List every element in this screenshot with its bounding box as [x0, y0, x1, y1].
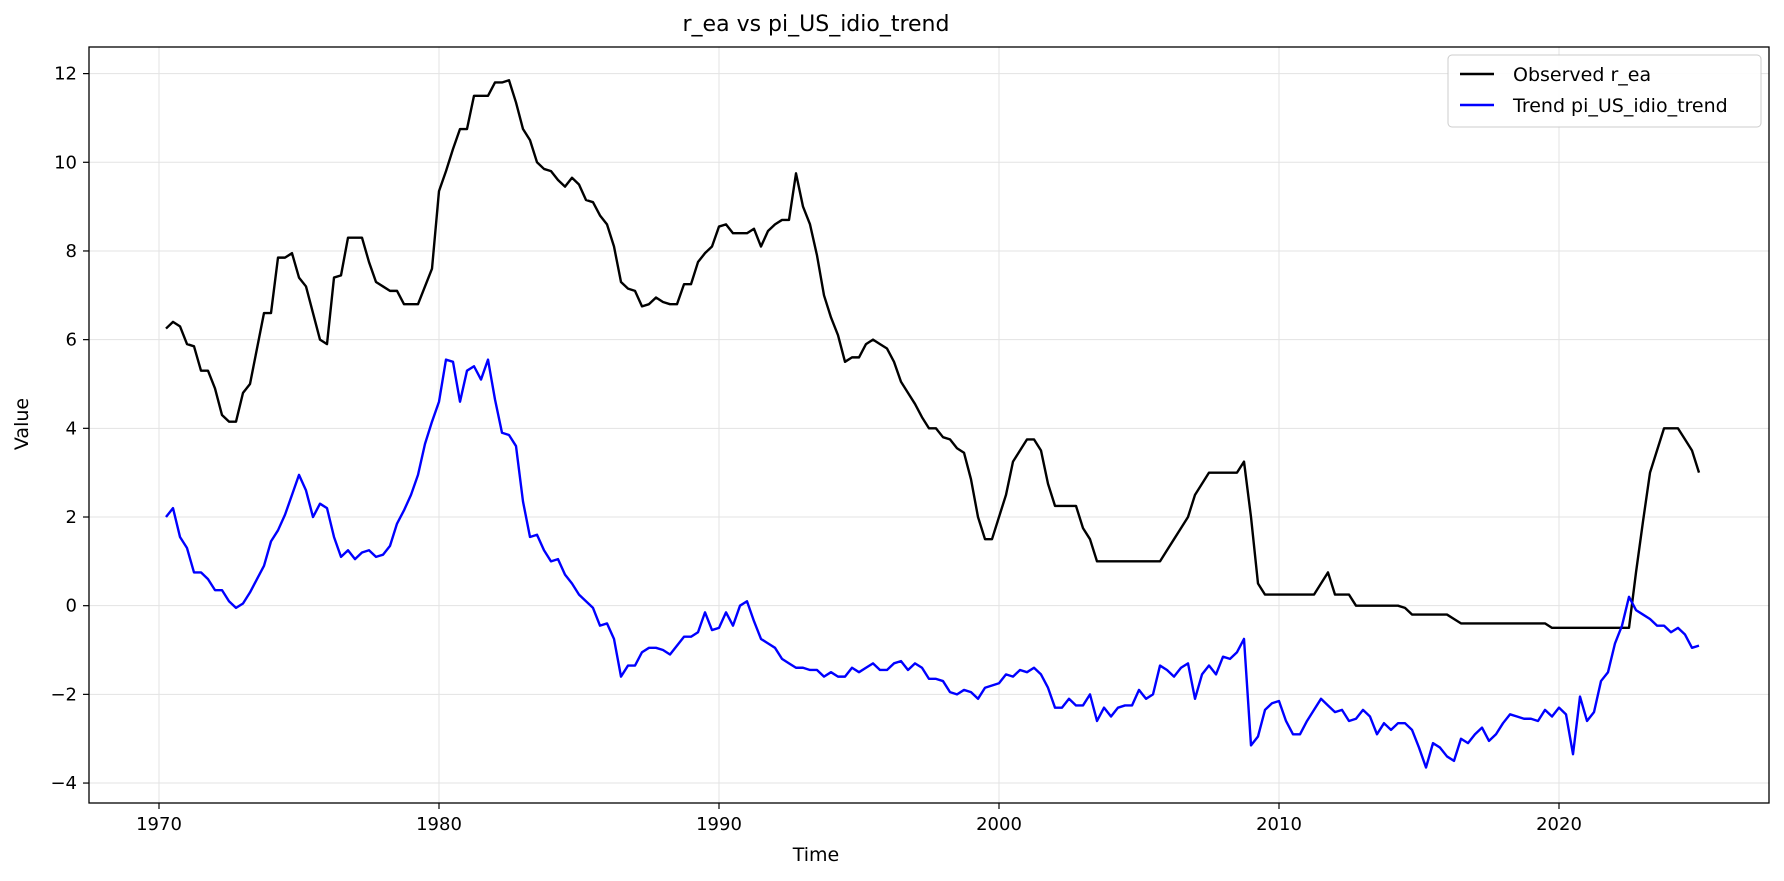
x-tick-label: 2000	[976, 814, 1022, 835]
grid	[89, 47, 1769, 803]
y-tick-label: 4	[66, 418, 77, 439]
series-layer	[165, 79, 1701, 769]
y-tick-label: 10	[54, 152, 77, 173]
x-axis: 1970 1980 1990 2000 2010 2020	[136, 803, 1582, 835]
y-axis-title: Value	[11, 398, 33, 450]
legend: Observed r_ea Trend pi_US_idio_trend	[1447, 54, 1762, 128]
x-axis-title: Time	[792, 844, 840, 866]
series-line-1	[165, 79, 1701, 630]
y-tick-label: −4	[50, 773, 77, 794]
legend-label: Observed r_ea	[1513, 64, 1651, 86]
y-tick-label: 6	[66, 330, 77, 351]
series-line-2	[165, 358, 1700, 769]
chart-title: r_ea vs pi_US_idio_trend	[683, 12, 950, 37]
x-tick-label: 1970	[136, 814, 182, 835]
x-tick-label: 1980	[416, 814, 462, 835]
legend-box	[1447, 54, 1762, 128]
x-tick-label: 2020	[1536, 814, 1582, 835]
plot-frame	[88, 46, 1770, 804]
legend-label: Trend pi_US_idio_trend	[1512, 95, 1728, 117]
y-tick-label: 8	[66, 241, 77, 262]
y-tick-label: 12	[54, 64, 77, 85]
x-tick-label: 1990	[696, 814, 742, 835]
y-tick-label: 0	[66, 596, 77, 617]
x-tick-label: 2010	[1256, 814, 1302, 835]
y-axis: −4 −2 0 2 4 6 8 10 12	[50, 64, 89, 794]
y-tick-label: 2	[66, 507, 77, 528]
y-tick-label: −2	[50, 684, 77, 705]
